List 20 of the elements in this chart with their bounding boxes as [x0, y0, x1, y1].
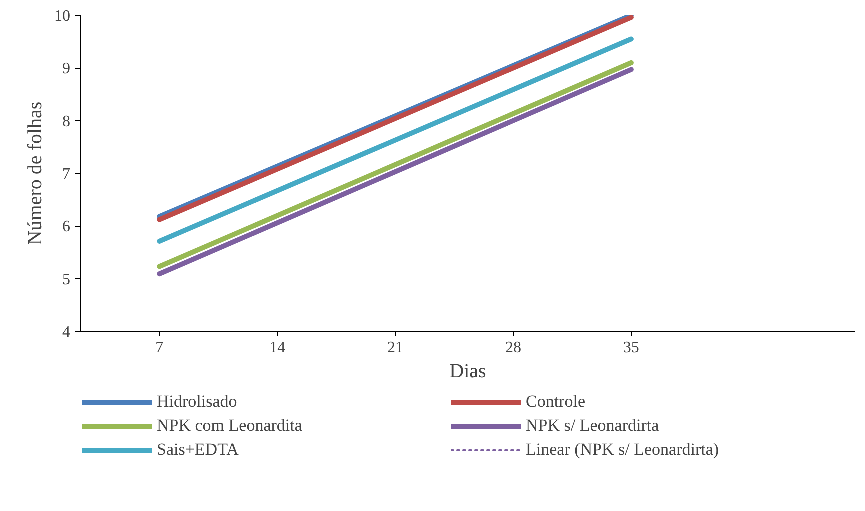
legend-label: Hidrolisado	[157, 392, 238, 412]
y-axis-title: Número de folhas	[24, 102, 46, 246]
y-tick-label: 10	[54, 8, 70, 25]
legend-label: Controle	[526, 392, 586, 412]
x-axis-title: Dias	[450, 360, 487, 382]
x-tick-label: 14	[270, 340, 286, 356]
y-tick-label: 9	[62, 60, 70, 78]
y-tick-label: 8	[62, 113, 70, 130]
legend-label: NPK s/ Leonardirta	[526, 416, 660, 436]
legend-label: NPK com Leonardita	[157, 416, 304, 436]
legend-label: Sais+EDTA	[157, 440, 240, 460]
x-tick-label: 28	[505, 340, 522, 356]
y-tick-label: 4	[62, 324, 70, 341]
y-tick-label: 7	[62, 166, 70, 183]
y-tick-label: 6	[62, 218, 70, 236]
x-tick-label: 35	[623, 340, 640, 356]
x-tick-label: 7	[156, 340, 164, 356]
legend-label: Linear (NPK s/ Leonardirta)	[526, 440, 720, 460]
x-tick-label: 21	[388, 340, 404, 356]
y-tick-label: 5	[62, 271, 70, 288]
